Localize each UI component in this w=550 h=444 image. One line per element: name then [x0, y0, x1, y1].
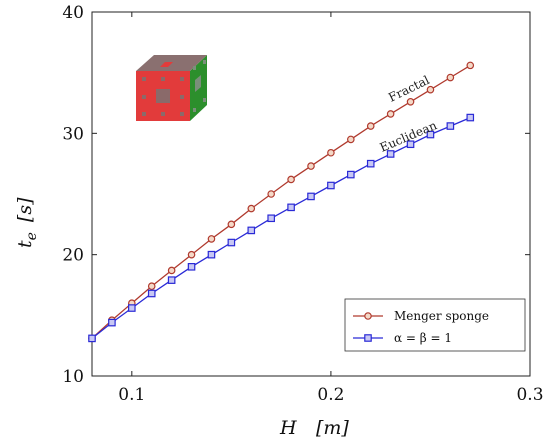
- y-axis-title-group: te [s]: [14, 197, 40, 248]
- data-point-euclidean: [307, 192, 315, 201]
- data-point-euclidean: [386, 150, 395, 158]
- data-point-euclidean: [88, 334, 96, 343]
- plot-border: [91, 11, 531, 377]
- data-point-menger: [147, 282, 156, 291]
- data-point-euclidean: [227, 238, 236, 247]
- data-point-menger: [366, 122, 375, 130]
- data-point-menger: [327, 148, 335, 157]
- data-point-euclidean: [287, 203, 295, 212]
- y-axis-symbol: t: [14, 240, 36, 248]
- legend: Menger sponge α = β = 1: [344, 298, 526, 352]
- x-tick-label: 0.1: [118, 385, 145, 405]
- data-point-euclidean: [466, 113, 475, 122]
- data-point-menger: [347, 135, 355, 144]
- y-tick-label: 20: [62, 246, 84, 266]
- x-axis-title: H: [279, 417, 297, 439]
- data-point-menger: [267, 190, 275, 198]
- data-point-euclidean: [366, 159, 375, 168]
- axis-tick-labels: 0.1 0.2 0.3 10 20 30 40: [62, 3, 543, 405]
- data-point-euclidean: [147, 289, 156, 298]
- data-point-euclidean: [267, 214, 275, 223]
- legend-label-menger: Menger sponge: [394, 309, 489, 323]
- data-point-menger: [167, 266, 176, 275]
- data-point-euclidean: [207, 250, 216, 259]
- data-point-euclidean: [247, 226, 256, 235]
- axis-ticks: [92, 11, 531, 377]
- data-point-menger: [406, 97, 415, 106]
- y-tick-label: 40: [62, 3, 84, 23]
- data-point-euclidean: [446, 122, 455, 130]
- data-point-menger: [227, 220, 236, 229]
- legend-label-euclidean: α = β = 1: [394, 331, 452, 345]
- data-point-menger: [446, 73, 455, 82]
- data-point-menger: [307, 162, 315, 170]
- data-point-euclidean: [108, 318, 116, 327]
- data-point-euclidean: [167, 276, 176, 284]
- y-axis-title: te [s]: [14, 197, 40, 248]
- menger-sponge-image: [136, 55, 207, 121]
- plot-frame: [91, 11, 531, 377]
- x-axis-unit: [m]: [316, 417, 349, 439]
- legend-box: [344, 298, 526, 352]
- data-point-menger: [426, 85, 435, 94]
- data-point-euclidean: [128, 304, 136, 312]
- data-point-menger: [207, 235, 216, 243]
- x-tick-label: 0.2: [317, 385, 344, 405]
- data-point-euclidean: [406, 140, 415, 149]
- legend-marker-euclidean: [364, 334, 372, 342]
- data-point-menger: [247, 204, 256, 213]
- data-point-menger: [187, 250, 196, 259]
- y-axis-unit: [s]: [14, 197, 36, 222]
- data-point-euclidean: [187, 263, 196, 271]
- data-point-euclidean: [426, 130, 435, 139]
- series-layer: [88, 61, 475, 343]
- data-point-menger: [466, 61, 475, 70]
- data-point-menger: [386, 110, 395, 118]
- y-axis-subscript: e: [24, 232, 40, 240]
- data-point-euclidean: [327, 181, 335, 190]
- data-point-euclidean: [347, 170, 355, 179]
- y-tick-label: 30: [62, 124, 84, 144]
- x-tick-label: 0.3: [516, 385, 543, 405]
- data-point-menger: [287, 175, 295, 184]
- legend-marker-menger: [364, 312, 372, 320]
- y-tick-label: 10: [62, 367, 84, 387]
- series-line-0: [91, 64, 471, 339]
